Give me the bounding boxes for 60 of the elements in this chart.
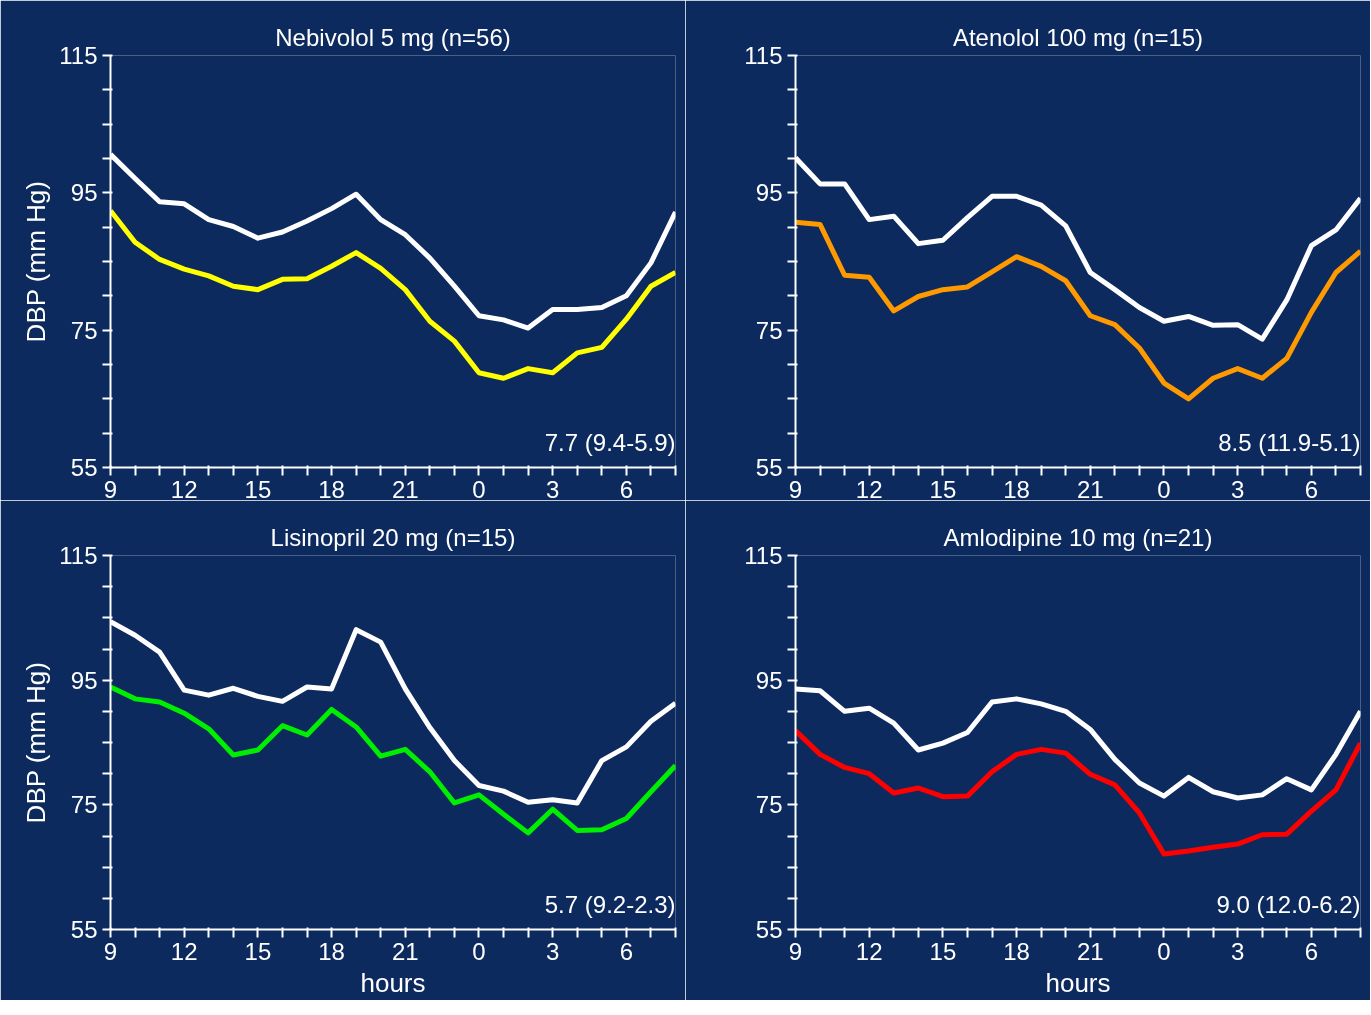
x-tick-label: 9 xyxy=(103,937,118,965)
chart-title: Amlodipine 10 mg (n=21) xyxy=(943,523,1213,551)
annotation: 7.7 (9.4-5.9) xyxy=(544,428,676,456)
x-tick-label: 3 xyxy=(1231,937,1245,965)
y-axis-title: DBP (mm Hg) xyxy=(21,181,52,343)
y-tick-label: 75 xyxy=(70,791,98,819)
chart-title: Lisinopril 20 mg (n=15) xyxy=(270,523,516,551)
y-axis-title: DBP (mm Hg) xyxy=(21,662,52,824)
x-tick-label: 9 xyxy=(103,475,118,503)
y-tick-label: 95 xyxy=(755,179,783,207)
y-tick-label: 115 xyxy=(59,42,98,69)
x-tick-label: 6 xyxy=(619,937,634,965)
x-tick-label: 15 xyxy=(929,937,957,965)
x-tick-label: 15 xyxy=(244,937,272,965)
y-tick-label: 95 xyxy=(70,179,98,207)
y-tick-label: 115 xyxy=(744,42,783,69)
y-tick-label: 55 xyxy=(70,916,98,943)
y-tick-label: 115 xyxy=(59,542,98,569)
x-tick-label: 6 xyxy=(1304,475,1319,503)
x-tick-label: 21 xyxy=(391,475,419,503)
x-tick-label: 18 xyxy=(318,475,345,503)
x-tick-label: 18 xyxy=(1003,937,1030,965)
x-tick-label: 21 xyxy=(1076,475,1104,503)
y-tick-label: 75 xyxy=(755,316,783,344)
y-tick-label: 55 xyxy=(755,454,783,481)
x-axis-title: hours xyxy=(1045,967,1111,998)
x-tick-label: 12 xyxy=(855,937,883,965)
chart-title: Atenolol 100 mg (n=15) xyxy=(952,23,1204,51)
annotation: 9.0 (12.0-6.2) xyxy=(1216,890,1361,918)
x-tick-label: 0 xyxy=(1157,475,1171,503)
y-tick-label: 115 xyxy=(744,542,783,569)
x-tick-label: 3 xyxy=(1231,475,1245,503)
x-tick-label: 0 xyxy=(472,475,486,503)
y-tick-label: 75 xyxy=(755,791,783,819)
x-tick-label: 12 xyxy=(855,475,883,503)
x-tick-label: 21 xyxy=(391,937,419,965)
x-tick-label: 3 xyxy=(546,937,560,965)
y-tick-label: 95 xyxy=(755,666,783,694)
x-tick-label: 6 xyxy=(619,475,634,503)
x-tick-label: 12 xyxy=(170,937,198,965)
y-tick-label: 55 xyxy=(70,454,98,481)
x-tick-label: 0 xyxy=(472,937,486,965)
x-tick-label: 12 xyxy=(170,475,198,503)
x-tick-label: 15 xyxy=(929,475,957,503)
x-tick-label: 21 xyxy=(1076,937,1104,965)
y-tick-label: 55 xyxy=(755,916,783,943)
annotation: 8.5 (11.9-5.1) xyxy=(1218,428,1361,456)
x-tick-label: 18 xyxy=(1003,475,1030,503)
annotation: 5.7 (9.2-2.3) xyxy=(544,890,676,918)
x-tick-label: 9 xyxy=(788,475,803,503)
chart-title: Nebivolol 5 mg (n=56) xyxy=(275,23,511,51)
x-tick-label: 15 xyxy=(244,475,272,503)
x-tick-label: 3 xyxy=(546,475,560,503)
x-tick-label: 6 xyxy=(1304,937,1319,965)
y-tick-label: 95 xyxy=(70,666,98,694)
x-tick-label: 18 xyxy=(318,937,345,965)
y-tick-label: 75 xyxy=(70,316,98,344)
x-tick-label: 9 xyxy=(788,937,803,965)
x-tick-label: 0 xyxy=(1157,937,1171,965)
x-axis-title: hours xyxy=(360,967,426,998)
